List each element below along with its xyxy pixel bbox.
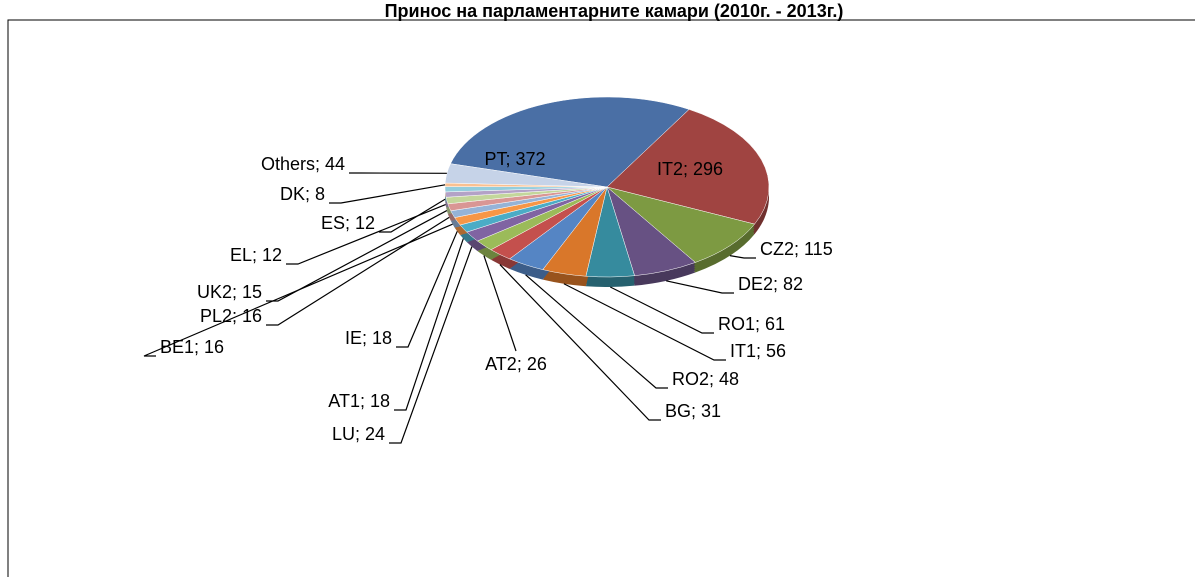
leader-line	[286, 204, 446, 265]
slice	[450, 96, 690, 188]
data-label: DK; 8	[280, 184, 325, 204]
leader-line	[563, 283, 726, 361]
data-label: AT2; 26	[485, 354, 547, 374]
data-label: BG; 31	[665, 401, 721, 421]
data-label: RO1; 61	[718, 314, 785, 334]
data-label: IT1; 56	[730, 341, 786, 361]
leader-line	[266, 216, 450, 326]
leader-line	[610, 286, 714, 334]
data-label: CZ2; 115	[760, 239, 833, 259]
slice	[606, 109, 770, 225]
chart-title: Принос на парламентарните камари (2010г.…	[385, 1, 844, 21]
data-label: AT1; 18	[328, 391, 390, 411]
data-label: IT2; 296	[657, 159, 723, 179]
data-label: LU; 24	[332, 424, 385, 444]
slice	[606, 186, 756, 263]
data-label: Others; 44	[261, 154, 345, 174]
data-label: PT; 372	[484, 149, 545, 169]
data-label: RO2; 48	[672, 369, 739, 389]
data-label: IE; 18	[345, 328, 392, 348]
data-label: PL2; 16	[200, 306, 262, 326]
leader-line	[396, 231, 458, 348]
leader-line	[329, 184, 446, 204]
data-label: ES; 12	[321, 213, 375, 233]
slice	[444, 163, 608, 188]
data-label: DE2; 82	[738, 274, 803, 294]
data-label: UK2; 15	[197, 282, 262, 302]
leader-line	[525, 274, 668, 389]
leader-line	[389, 246, 473, 444]
data-label: BE1; 16	[160, 337, 224, 357]
leader-line	[729, 255, 756, 259]
leader-line	[379, 198, 446, 233]
leader-line	[499, 264, 661, 421]
data-label: EL; 12	[230, 245, 282, 265]
leader-line	[394, 238, 464, 411]
leader-line	[483, 255, 517, 352]
leader-line	[143, 223, 453, 357]
chart-frame	[7, 19, 1195, 577]
leader-line	[666, 280, 734, 294]
leader-line	[266, 210, 448, 302]
